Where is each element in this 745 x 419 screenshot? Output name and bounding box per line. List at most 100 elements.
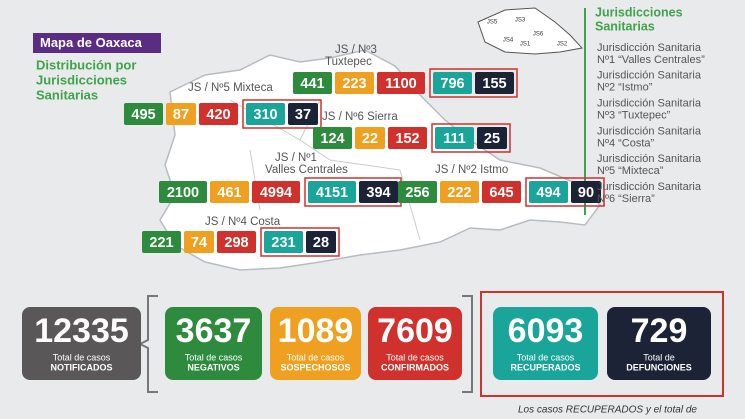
total-label: Total de casos	[287, 352, 345, 362]
total-box	[493, 307, 598, 380]
value-box	[293, 72, 332, 94]
value-box	[308, 181, 356, 203]
value-box	[313, 127, 352, 149]
value: 90	[578, 185, 594, 201]
value-box	[571, 181, 601, 203]
value-box	[288, 103, 318, 125]
footer-note: Los casos RECUPERADOS y el total de	[518, 405, 697, 416]
value: 4151	[316, 185, 348, 201]
legend-item: Nº2 “Istmo”	[597, 82, 653, 94]
total-label: Total de casos	[185, 352, 243, 362]
legend-item: Jurisdicción Sanitaria	[597, 181, 702, 193]
region-label: JS / Nº2 Istmo	[435, 164, 508, 176]
value-box	[433, 72, 472, 94]
value-box	[477, 127, 507, 149]
total-label: Total de	[643, 352, 675, 362]
total-value: 729	[631, 312, 688, 350]
value-box	[335, 72, 374, 94]
value: 37	[295, 107, 311, 123]
total-box	[368, 307, 462, 380]
legend-title: Jurisdicciones	[595, 5, 683, 19]
value-box	[199, 103, 238, 125]
value: 87	[173, 107, 189, 123]
value-box	[435, 127, 474, 149]
value-box	[529, 181, 568, 203]
total-label: Total de casos	[386, 352, 444, 362]
value-box	[482, 181, 521, 203]
value: 152	[395, 131, 419, 147]
outcome-outline	[429, 68, 518, 98]
value-box	[166, 103, 196, 125]
region-label: JS / Nº1	[275, 152, 317, 164]
value: 645	[489, 185, 513, 201]
value: 155	[482, 76, 506, 92]
legend-item: Nº5 “Mixteca”	[597, 165, 664, 177]
total-label: Total de casos	[53, 352, 111, 362]
total-sublabel: NOTIFICADOS	[51, 362, 113, 372]
outcome-outline	[242, 99, 322, 129]
total-label: Total de casos	[517, 352, 575, 362]
value: 495	[131, 107, 155, 123]
region-label: Tuxtepec	[325, 56, 372, 68]
value: 310	[253, 107, 277, 123]
subtitle: Jurisdicciones	[36, 72, 127, 87]
value-box	[246, 103, 285, 125]
value-box	[388, 127, 427, 149]
region-label: JS / Nº4 Costa	[205, 216, 281, 228]
legend-title: Sanitarias	[595, 19, 655, 33]
value: 461	[217, 185, 241, 201]
value-box	[142, 231, 181, 253]
legend-item: Nº1 “Valles Centrales”	[597, 54, 705, 66]
total-box	[22, 307, 141, 380]
subtitle: Sanitarias	[36, 87, 98, 102]
total-sublabel: SOSPECHOSOS	[280, 362, 350, 372]
value: 298	[224, 235, 248, 251]
value-box	[210, 181, 249, 203]
value-box	[355, 127, 385, 149]
total-value: 3637	[176, 312, 252, 350]
total-sublabel: DEFUNCIONES	[626, 362, 692, 372]
value: 111	[443, 131, 466, 147]
mini-map-label: JS4	[503, 38, 514, 44]
legend-item: Nº3 “Tuxtepec”	[597, 110, 671, 122]
region-label: JS / Nº5 Mixteca	[188, 82, 273, 94]
value-box	[440, 181, 479, 203]
title-box	[33, 33, 161, 53]
value: 28	[313, 235, 329, 251]
mini-map-label: JS1	[520, 42, 531, 48]
outcome-outline	[260, 227, 340, 257]
value: 2100	[167, 185, 199, 201]
region-label: JS / Nº6 Sierra	[322, 111, 398, 123]
legend-item: Nº6 “Sierra”	[597, 193, 655, 205]
legend-item: Jurisdicción Sanitaria	[597, 153, 702, 165]
value: 420	[206, 107, 230, 123]
value: 441	[300, 76, 324, 92]
value: 25	[484, 131, 500, 147]
total-sublabel: CONFIRMADOS	[381, 362, 449, 372]
legend-item: Jurisdicción Sanitaria	[597, 42, 702, 54]
value-box	[306, 231, 336, 253]
value-box	[184, 231, 214, 253]
value: 796	[440, 76, 464, 92]
mini-map-label: JS5	[487, 20, 498, 26]
legend-item: Jurisdicción Sanitaria	[597, 98, 702, 110]
value: 256	[405, 185, 429, 201]
value-box	[159, 181, 207, 203]
total-box	[607, 307, 711, 380]
value: 22	[362, 131, 378, 147]
mini-map	[477, 7, 583, 55]
value: 4994	[260, 185, 292, 201]
mini-map-label: JS6	[533, 32, 544, 38]
total-value: 6093	[508, 312, 584, 350]
total-value: 1089	[278, 312, 354, 350]
value-box	[124, 103, 163, 125]
value-box	[264, 231, 303, 253]
mini-map-label: JS2	[557, 42, 568, 48]
title: Mapa de Oaxaca	[40, 35, 143, 50]
total-box	[165, 307, 262, 380]
mini-map-label: JS3	[515, 18, 526, 24]
total-sublabel: NEGATIVOS	[187, 362, 239, 372]
value: 74	[191, 235, 207, 251]
value: 124	[320, 131, 344, 147]
